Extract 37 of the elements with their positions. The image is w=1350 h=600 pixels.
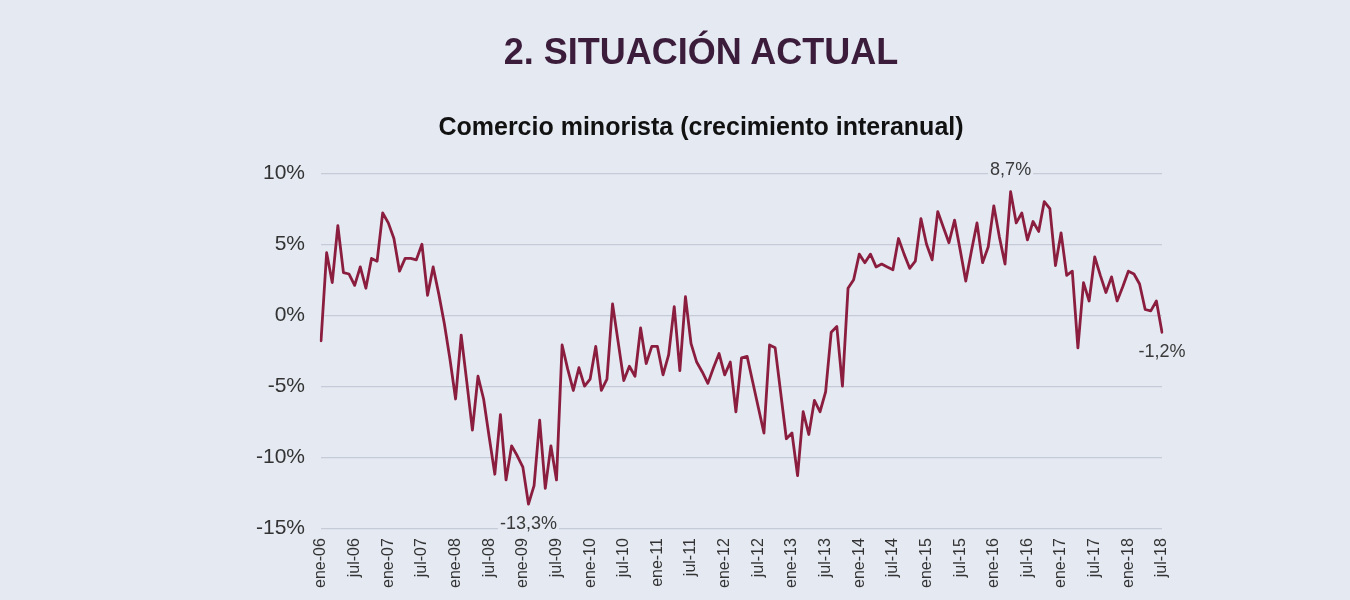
x-tick-label: ene-06 [311,538,329,589]
x-tick-label: jul-14 [883,538,901,579]
x-tick-label: jul-12 [748,538,766,579]
x-tick-label: ene-11 [647,538,665,587]
data-label: 8,7% [990,158,1032,179]
y-tick-label: 10% [262,160,306,183]
y-tick-label: -15% [255,514,306,538]
x-tick-label: ene-17 [1051,538,1069,589]
x-tick-label: jul-08 [479,538,497,579]
x-tick-label: ene-09 [513,538,531,589]
y-tick-label: 5% [274,230,306,254]
x-tick-label: ene-13 [782,538,800,589]
data-label: -1,2% [1138,341,1186,362]
chart-title: 2. SITUACIÓN ACTUAL [503,29,899,72]
x-tick-label: jul-17 [1085,538,1103,579]
x-tick-label: jul-10 [614,538,632,579]
x-tick-label: ene-14 [849,538,867,589]
x-tick-label: jul-15 [950,538,968,579]
y-tick-label: -10% [255,443,306,467]
x-tick-label: jul-13 [816,538,834,579]
x-tick-label: jul-11 [681,538,699,578]
y-tick-label: 0% [274,301,306,325]
x-tick-label: jul-16 [1017,538,1035,579]
x-tick-label: ene-12 [715,538,733,589]
x-tick-label: jul-07 [412,538,430,579]
x-tick-label: ene-07 [378,538,396,589]
x-tick-label: ene-10 [580,538,598,589]
data-label: -13,3% [499,513,557,534]
x-tick-label: ene-18 [1118,538,1136,589]
x-tick-label: jul-06 [345,538,363,579]
y-tick-label: -5% [267,372,306,396]
x-tick-label: ene-16 [984,538,1002,589]
x-tick-label: jul-09 [546,538,564,579]
x-tick-label: ene-08 [445,538,463,589]
chart-subtitle: Comercio minorista (crecimiento interanual) [438,112,964,141]
x-tick-label: jul-18 [1152,538,1170,579]
x-tick-label: ene-15 [916,538,934,589]
